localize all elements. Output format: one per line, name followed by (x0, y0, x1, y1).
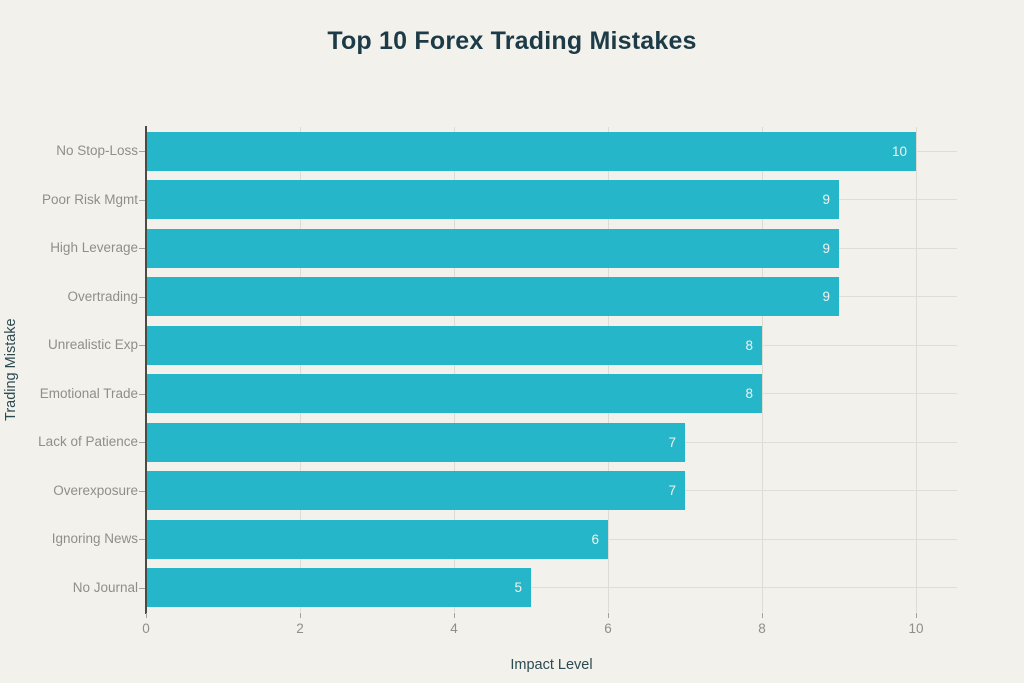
x-axis-title: Impact Level (510, 657, 593, 673)
bar: 8 (146, 374, 762, 414)
gridline-vertical (608, 127, 609, 612)
y-tick-mark (139, 199, 145, 201)
category-label: Unrealistic Exp (47, 337, 138, 353)
x-tick-label: 10 (908, 621, 924, 636)
category-label: High Leverage (50, 240, 138, 256)
bar: 7 (146, 422, 685, 462)
y-tick-mark (139, 539, 145, 541)
x-tick-label: 8 (758, 621, 766, 636)
x-tick-label: 6 (604, 621, 612, 636)
x-tick-mark (916, 613, 917, 618)
category-label: Poor Risk Mgmt (41, 191, 138, 207)
y-tick-mark (139, 345, 145, 347)
y-tick-mark (139, 296, 145, 298)
category-label: Ignoring News (51, 531, 138, 547)
plot-area: 10 9 9 9 8 8 7 7 6 5 (146, 127, 957, 612)
bar-value-label: 7 (668, 483, 676, 499)
category-label: No Journal (72, 579, 138, 595)
bar: 7 (146, 471, 685, 511)
bar: 10 (146, 131, 916, 171)
x-tick-label: 0 (142, 621, 150, 636)
x-tick-mark (608, 613, 609, 618)
x-tick-mark (762, 613, 763, 618)
bar: 8 (146, 325, 762, 365)
category-label: Lack of Patience (38, 434, 138, 450)
x-tick-mark (454, 613, 455, 618)
bar-value-label: 9 (822, 240, 830, 256)
bar: 5 (146, 568, 531, 608)
y-tick-mark (139, 490, 145, 492)
bar-value-label: 9 (822, 289, 830, 305)
bar-value-label: 6 (591, 531, 599, 547)
category-label: Emotional Trade (39, 385, 138, 401)
x-tick-mark (300, 613, 301, 618)
bar: 9 (146, 228, 839, 268)
bar-value-label: 10 (891, 143, 907, 159)
x-tick-label: 4 (450, 621, 458, 636)
category-label: Overexposure (53, 482, 138, 498)
y-tick-mark (139, 151, 145, 153)
chart-title: Top 10 Forex Trading Mistakes (327, 27, 697, 55)
bar-value-label: 5 (514, 580, 522, 596)
gridline-vertical (300, 127, 301, 612)
bar: 6 (146, 519, 608, 559)
bar: 9 (146, 277, 839, 317)
bar-value-label: 8 (745, 337, 753, 353)
bar: 9 (146, 180, 839, 220)
bar-value-label: 8 (745, 386, 753, 402)
y-tick-mark (139, 442, 145, 444)
gridline-vertical (454, 127, 455, 612)
bar-value-label: 7 (668, 434, 676, 450)
category-label: No Stop-Loss (56, 143, 138, 159)
gridline-vertical (916, 127, 917, 612)
x-tick-mark (146, 613, 147, 618)
y-axis-line (145, 126, 147, 614)
gridline-horizontal (146, 587, 957, 589)
category-label: Overtrading (67, 288, 138, 304)
gridline-vertical (762, 127, 763, 612)
bar-value-label: 9 (822, 192, 830, 208)
x-tick-label: 2 (296, 621, 304, 636)
y-tick-mark (139, 393, 145, 395)
y-tick-mark (139, 248, 145, 250)
y-tick-mark (139, 587, 145, 589)
